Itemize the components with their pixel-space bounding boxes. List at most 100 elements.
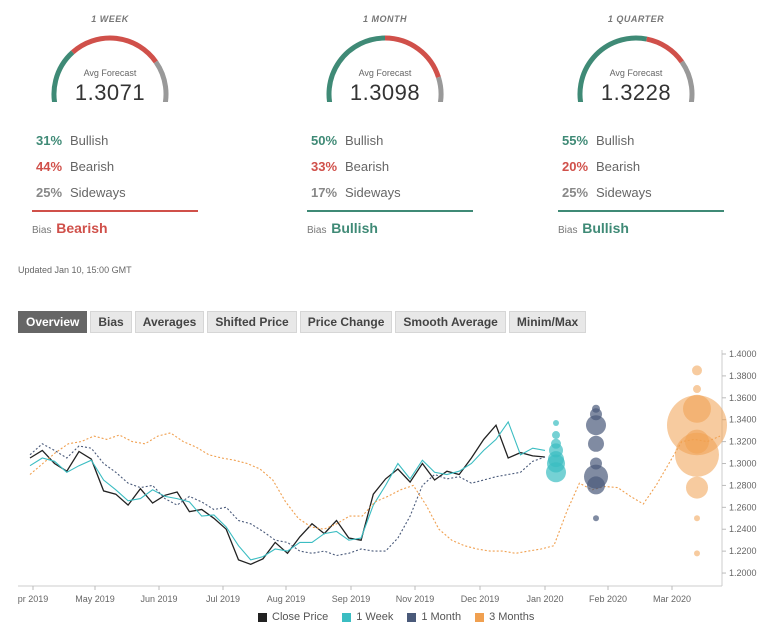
legend-label: 1 Week xyxy=(356,611,394,623)
avg-forecast-label: Avg Forecast xyxy=(83,68,137,78)
bearish-label: Bearish xyxy=(70,159,115,174)
bias-row: Bias Bearish xyxy=(32,220,108,236)
bearish-stat: 44% Bearish xyxy=(36,159,114,174)
forecast-bubble-week xyxy=(553,420,559,426)
forecast-panel-month: 1 MONTH Avg Forecast 1.3098 50% Bullish 3… xyxy=(285,0,485,250)
bias-divider xyxy=(558,210,724,212)
gauge-sideways-arc xyxy=(436,76,444,102)
legend-item-quarter[interactable]: 3 Months xyxy=(475,611,534,623)
sideways-stat: 25% Sideways xyxy=(36,185,126,200)
forecast-bubble-quarter xyxy=(693,385,701,394)
forecast-gauge xyxy=(577,35,695,102)
avg-forecast-value: 1.3098 xyxy=(349,80,421,105)
avg-forecast-value: 1.3071 xyxy=(74,80,146,105)
bearish-pct: 33% xyxy=(311,159,338,174)
bias-value: Bearish xyxy=(56,220,108,236)
y-tick-label: 1.2800 xyxy=(729,480,757,490)
y-tick-label: 1.4000 xyxy=(729,349,757,359)
sideways-pct: 17% xyxy=(311,185,338,200)
series-line-1-month xyxy=(29,443,546,557)
period-label: 1 WEEK xyxy=(91,14,129,24)
chart-tabs: Overview Bias Averages Shifted Price Pri… xyxy=(18,311,587,333)
x-tick-label: Sep 2019 xyxy=(332,594,371,604)
series-line-3-months xyxy=(29,432,721,554)
chart-legend: Close Price 1 Week 1 Month 3 Months xyxy=(258,611,534,623)
bearish-label: Bearish xyxy=(345,159,390,174)
bearish-stat: 20% Bearish xyxy=(562,159,640,174)
period-label: 1 QUARTER xyxy=(607,14,665,24)
bearish-pct: 20% xyxy=(562,159,589,174)
gauge-sideways-arc xyxy=(679,60,695,102)
bias-divider xyxy=(307,210,473,212)
gauge-bullish-arc xyxy=(51,50,75,102)
tab-overview[interactable]: Overview xyxy=(18,311,88,333)
legend-label: Close Price xyxy=(272,611,329,623)
x-tick-label: May 2019 xyxy=(75,594,115,604)
bias-value: Bullish xyxy=(582,220,629,236)
avg-forecast-value: 1.3228 xyxy=(600,80,672,105)
avg-forecast-label: Avg Forecast xyxy=(609,68,663,78)
series-line-close-price xyxy=(29,423,546,566)
x-tick-label: Jan 2020 xyxy=(526,594,563,604)
tab-smooth-average[interactable]: Smooth Average xyxy=(395,311,506,333)
x-tick-label: Dec 2019 xyxy=(461,594,500,604)
bias-label: Bias xyxy=(32,225,52,236)
forecast-panel-week: 1 WEEK Avg Forecast 1.3071 31% Bullish 44… xyxy=(10,0,210,250)
tab-shifted-price[interactable]: Shifted Price xyxy=(207,311,297,333)
gauge-bearish-arc xyxy=(384,35,441,79)
y-tick-label: 1.3800 xyxy=(729,371,757,381)
legend-item-month[interactable]: 1 Month xyxy=(407,611,461,623)
forecast-bubble-month xyxy=(593,515,599,522)
sideways-stat: 17% Sideways xyxy=(311,185,401,200)
legend-item-close[interactable]: Close Price xyxy=(258,611,328,623)
bearish-stat: 33% Bearish xyxy=(311,159,389,174)
gauge-bullish-arc xyxy=(326,35,386,102)
tab-price-change[interactable]: Price Change xyxy=(299,311,393,333)
forecast-bubble-quarter xyxy=(694,515,700,522)
sideways-pct: 25% xyxy=(36,185,63,200)
bullish-pct: 31% xyxy=(36,133,63,148)
legend-swatch xyxy=(407,612,417,622)
forecast-gauge xyxy=(51,35,169,102)
bullish-label: Bullish xyxy=(596,133,635,148)
sideways-label: Sideways xyxy=(70,185,126,200)
forecast-bubble-week xyxy=(552,431,560,440)
gauge-bullish-arc xyxy=(577,35,648,102)
period-label: 1 MONTH xyxy=(363,14,407,24)
y-tick-label: 1.3200 xyxy=(729,437,757,447)
x-tick-label: pr 2019 xyxy=(18,594,49,604)
bearish-pct: 44% xyxy=(36,159,63,174)
forecast-bubble-quarter xyxy=(686,476,708,499)
bullish-pct: 55% xyxy=(562,133,589,148)
bullish-label: Bullish xyxy=(70,133,109,148)
x-tick-label: Mar 2020 xyxy=(653,594,691,604)
forecast-chart: 1.2000 1.2200 1.2400 1.2600 1.2800 1.3000 1.32… xyxy=(18,349,757,604)
gauge-bearish-arc xyxy=(646,36,684,64)
forecast-bubble-quarter xyxy=(675,432,719,477)
bullish-label: Bullish xyxy=(345,133,384,148)
bias-value: Bullish xyxy=(331,220,378,236)
bullish-stat: 31% Bullish xyxy=(36,133,108,148)
tab-averages[interactable]: Averages xyxy=(134,311,205,333)
bullish-stat: 55% Bullish xyxy=(562,133,634,148)
x-tick-label: Aug 2019 xyxy=(267,594,306,604)
legend-item-week[interactable]: 1 Week xyxy=(342,611,393,623)
legend-swatch xyxy=(258,612,267,622)
forecast-panel-quarter: 1 QUARTER Avg Forecast 1.3228 55% Bullish… xyxy=(536,0,736,250)
updated-timestamp: Updated Jan 10, 15:00 GMT xyxy=(18,265,132,275)
forecast-bubble-month xyxy=(587,476,605,495)
tab-minim-max[interactable]: Minim/Max xyxy=(508,311,587,333)
legend-swatch xyxy=(475,612,485,622)
x-tick-label: Jun 2019 xyxy=(140,594,177,604)
avg-forecast-label: Avg Forecast xyxy=(358,68,412,78)
x-tick-label: Jul 2019 xyxy=(206,594,240,604)
forecast-bubble-month xyxy=(586,415,606,436)
forecast-bubble-quarter xyxy=(694,550,700,557)
tab-bias[interactable]: Bias xyxy=(90,311,132,333)
x-tick-label: Nov 2019 xyxy=(396,594,435,604)
legend-label: 1 Month xyxy=(421,611,462,623)
forecast-gauge xyxy=(326,35,444,102)
bias-label: Bias xyxy=(558,225,578,236)
series-line-1-week xyxy=(29,420,546,561)
bias-divider xyxy=(32,210,198,212)
